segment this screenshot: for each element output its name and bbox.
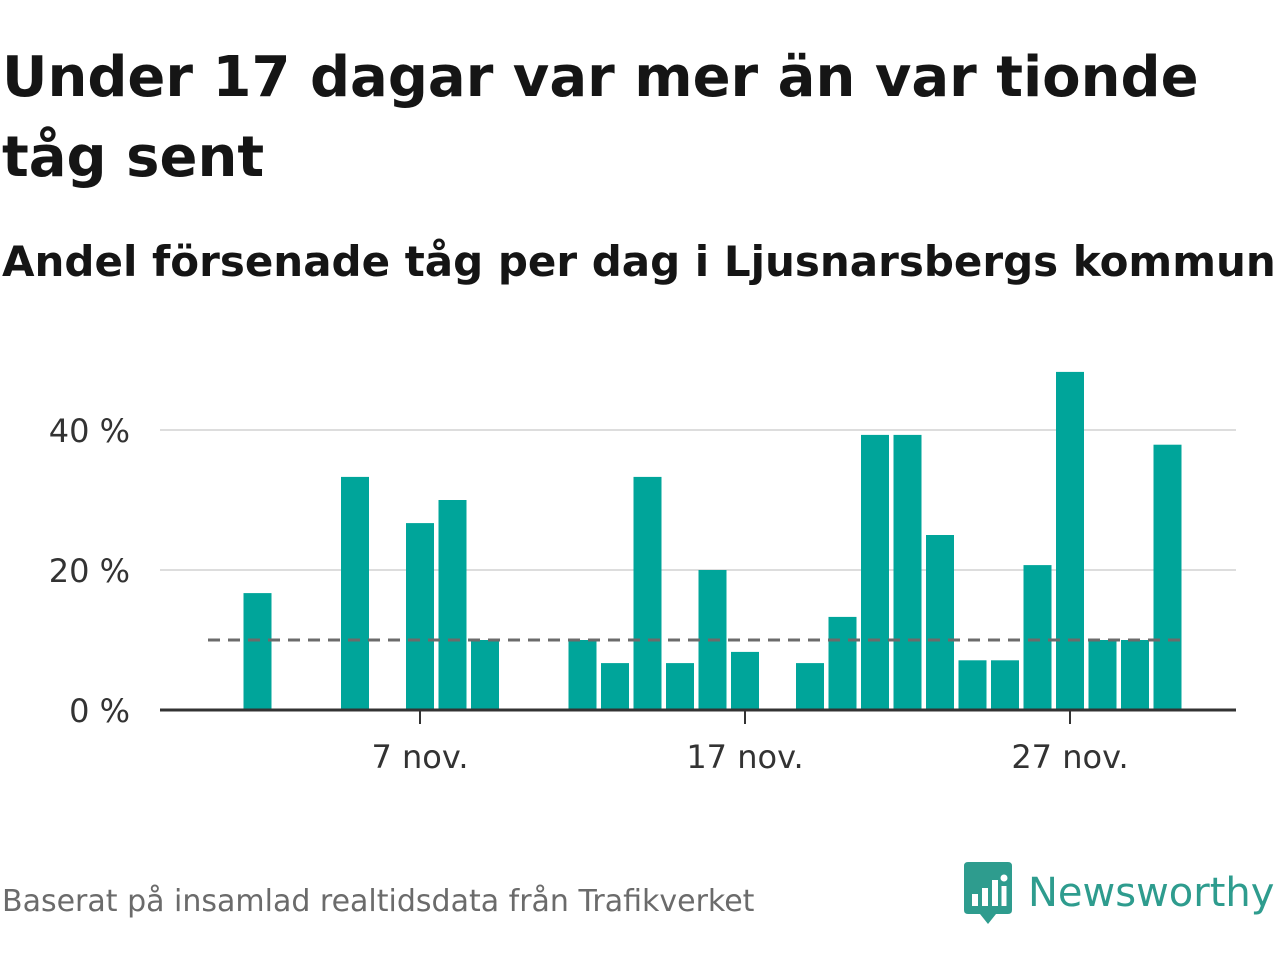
- y-tick-label: 40 %: [49, 412, 130, 450]
- bar: [633, 476, 662, 710]
- bar: [991, 660, 1019, 710]
- x-tick-label: 27 nov.: [1011, 738, 1128, 776]
- bar: [1088, 640, 1117, 710]
- bar: [731, 651, 759, 710]
- bar: [243, 593, 272, 710]
- bar: [471, 640, 499, 710]
- bar: [1056, 371, 1084, 710]
- chart-title: Under 17 dagar var mer än var tionde tåg…: [2, 45, 1199, 190]
- x-tick-label: 7 nov.: [371, 738, 468, 776]
- bar: [828, 616, 857, 710]
- bar: [341, 476, 369, 710]
- bar: [958, 660, 987, 710]
- x-tick-label: 17 nov.: [686, 738, 803, 776]
- chart-subtitle: Andel försenade tåg per dag i Ljusnarsbe…: [2, 237, 1276, 286]
- bar: [893, 434, 922, 710]
- bar-chart: 0 % 20 % 40 % 7 nov. 17 nov. 27 nov.: [49, 371, 1236, 776]
- bar: [1121, 640, 1149, 710]
- bar: [926, 535, 954, 710]
- y-tick-label: 0 %: [69, 692, 130, 730]
- bar: [568, 640, 597, 710]
- brand-name: Newsworthy: [1028, 870, 1275, 916]
- bar: [1153, 444, 1182, 710]
- bar: [1023, 565, 1052, 710]
- bar-layer: [243, 371, 1182, 710]
- y-tick-label: 20 %: [49, 552, 130, 590]
- bar: [861, 434, 889, 710]
- axis-layer: 0 % 20 % 40 % 7 nov. 17 nov. 27 nov.: [49, 412, 1236, 776]
- newsworthy-logo-icon: [964, 862, 1012, 924]
- bar: [666, 663, 694, 710]
- bar: [438, 500, 467, 710]
- bar: [796, 663, 824, 710]
- brand-logo: Newsworthy: [962, 862, 1274, 924]
- bar: [406, 523, 434, 710]
- bar: [601, 663, 629, 710]
- source-note: Baserat på insamlad realtidsdata från Tr…: [2, 884, 755, 919]
